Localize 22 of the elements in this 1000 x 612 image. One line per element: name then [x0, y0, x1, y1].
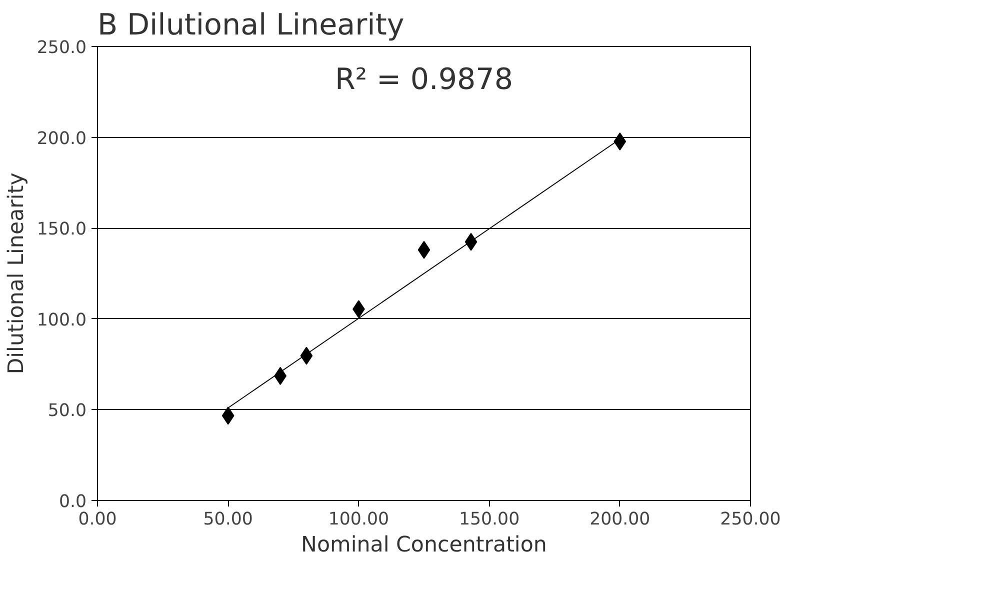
point — [300, 346, 313, 365]
chart-title: B Dilutional Linearity — [98, 8, 404, 42]
x-tick-label: 200.00 — [590, 510, 650, 530]
y-tick-label: 250.0 — [36, 38, 87, 58]
x-axis-title: Nominal Concentration — [301, 532, 547, 558]
x-tick-label: 50.00 — [203, 510, 253, 530]
x-tick-label: 250.00 — [720, 510, 781, 530]
point — [274, 366, 287, 385]
point — [418, 240, 430, 259]
x-tick-label: 0.00 — [78, 510, 117, 530]
annotation: R² = 0.9878 — [335, 62, 513, 96]
point — [464, 232, 478, 251]
x-tick-label: 100.00 — [328, 510, 390, 530]
y-tick-label: 150.0 — [36, 220, 87, 240]
y-axis-title: Dilutional Linearity — [4, 172, 29, 374]
point — [614, 132, 626, 150]
x-tick-label: 150.00 — [458, 510, 520, 530]
point — [222, 406, 234, 425]
y-tick-label: 200.0 — [36, 128, 87, 149]
y-tick-label: 100.0 — [36, 310, 87, 330]
y-tick-label: 50.0 — [48, 401, 87, 422]
y-tick-label: 0.0 — [58, 492, 87, 512]
